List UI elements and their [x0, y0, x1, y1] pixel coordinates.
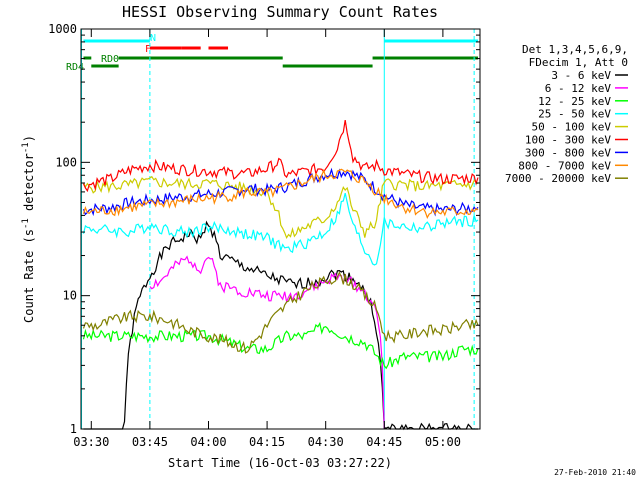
- y-axis-label: Count Rate (s-1 detector-1): [21, 135, 36, 323]
- legend-label-6: 300 - 800 keV: [525, 146, 611, 159]
- series-line-3: [82, 192, 479, 266]
- legend-label-4: 50 - 100 keV: [532, 121, 612, 134]
- x-tick-label-6: 05:00: [425, 435, 461, 449]
- x-tick-label-0: 03:30: [73, 435, 109, 449]
- plot-frame: [80, 28, 481, 430]
- chart-title: HESSI Observing Summary Count Rates: [122, 3, 438, 21]
- legend: Det 1,3,4,5,6,9, FDecim 1, Att 0 3 - 6 k…: [505, 43, 628, 185]
- y-tick-label-3: 1000: [48, 22, 77, 36]
- bar-label-rd0: RD0: [101, 54, 119, 65]
- y-tick-label-2: 100: [55, 155, 77, 169]
- series-line-5: [82, 120, 479, 193]
- y-tick-label-1: 10: [63, 289, 77, 303]
- series-line-8: [82, 271, 479, 354]
- series-line-7: [82, 168, 479, 219]
- legend-label-7: 800 - 7000 keV: [518, 159, 611, 172]
- x-tick-label-4: 04:30: [308, 435, 344, 449]
- y-tick-label-0: 1: [70, 422, 77, 436]
- legend-header-line-2: FDecim 1, Att 0: [529, 56, 628, 69]
- legend-label-8: 7000 - 20000 keV: [505, 172, 611, 185]
- legend-label-1: 6 - 12 keV: [545, 82, 612, 95]
- data-series: [82, 120, 479, 431]
- footer-date: 27-Feb-2010 21:40: [554, 468, 636, 477]
- x-tick-label-3: 04:15: [249, 435, 285, 449]
- observing-mode-bars: NF RD0 RD4: [66, 33, 479, 73]
- x-tick-label-5: 04:45: [366, 435, 402, 449]
- axes: 03:30 03:45 04:00 04:15 04:30 04:45 05:00 1 10 10…: [48, 22, 480, 449]
- bar-label-f: F: [145, 44, 151, 55]
- legend-header-line-1: Det 1,3,4,5,6,9,: [522, 43, 628, 56]
- legend-label-3: 25 - 50 keV: [538, 108, 611, 121]
- series-line-0: [83, 220, 478, 431]
- x-axis-label: Start Time (16-Oct-03 03:27:22): [168, 456, 392, 470]
- series-line-6: [82, 167, 479, 217]
- x-tick-label-2: 04:00: [190, 435, 226, 449]
- legend-label-2: 12 - 25 keV: [538, 95, 611, 108]
- bar-label-n: N: [150, 33, 156, 44]
- series-line-2: [82, 321, 479, 370]
- bar-label-rd4: RD4: [66, 62, 84, 73]
- series-line-4: [82, 175, 479, 240]
- legend-label-5: 100 - 300 keV: [525, 134, 611, 147]
- x-tick-label-1: 03:45: [132, 435, 168, 449]
- legend-label-0: 3 - 6 keV: [551, 69, 611, 82]
